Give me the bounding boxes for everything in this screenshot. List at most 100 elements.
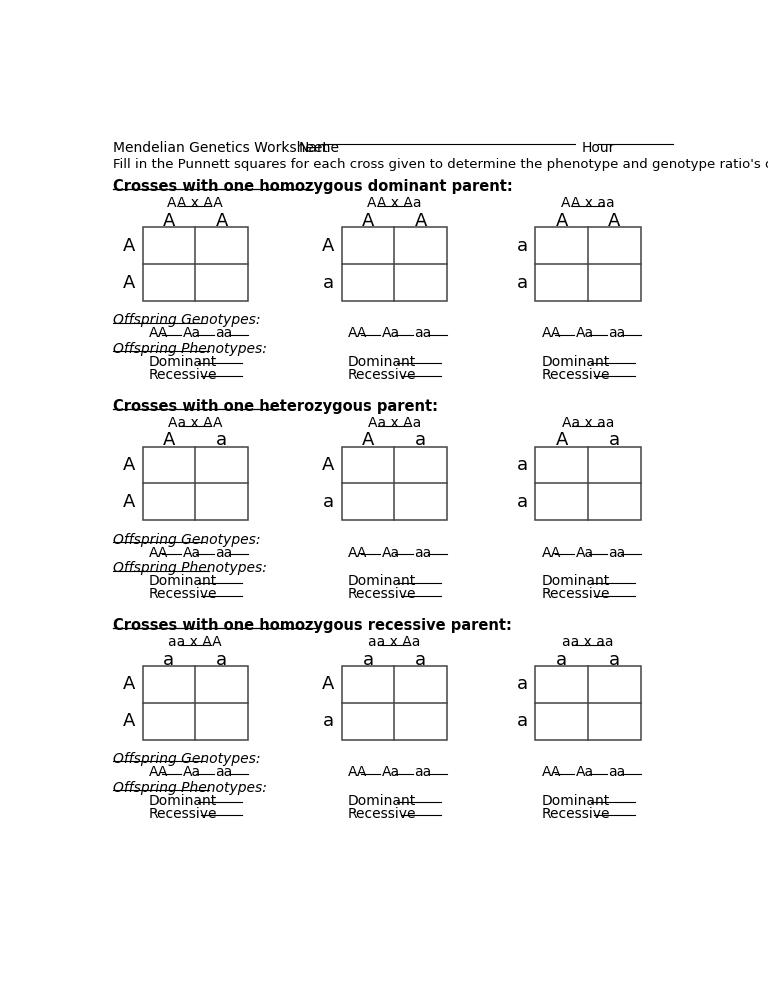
Text: AA: AA (348, 326, 367, 340)
Text: Aa: Aa (382, 765, 400, 779)
Text: Recessive: Recessive (348, 587, 416, 601)
Text: A: A (555, 212, 568, 230)
Text: aa x aa: aa x aa (562, 635, 614, 649)
Text: A: A (415, 212, 427, 230)
Text: Dominant: Dominant (541, 355, 610, 369)
Text: Recessive: Recessive (541, 807, 610, 821)
Text: a: a (216, 651, 227, 669)
Text: Crosses with one heterozygous parent:: Crosses with one heterozygous parent: (113, 399, 438, 414)
Text: Hour: Hour (581, 141, 614, 155)
Text: a: a (415, 431, 426, 449)
Text: Dominant: Dominant (541, 794, 610, 808)
Text: Offspring Genotypes:: Offspring Genotypes: (113, 313, 260, 327)
Text: Aa: Aa (382, 546, 400, 560)
Text: AA x AA: AA x AA (167, 196, 223, 211)
Text: a: a (517, 456, 528, 474)
Bar (535, 227, 641, 301)
Text: aa: aa (608, 765, 625, 779)
Text: A: A (122, 676, 134, 694)
Text: Recessive: Recessive (149, 807, 217, 821)
Bar (342, 446, 447, 521)
Text: A: A (163, 212, 175, 230)
Text: aa: aa (415, 326, 432, 340)
Text: Offspring Genotypes:: Offspring Genotypes: (113, 752, 260, 766)
Text: A: A (122, 493, 134, 511)
Text: a: a (323, 493, 334, 511)
Text: aa: aa (608, 326, 625, 340)
Text: Aa x aa: Aa x aa (562, 415, 614, 429)
Text: A: A (215, 212, 228, 230)
Text: a: a (216, 431, 227, 449)
Bar (143, 227, 248, 301)
Text: Offspring Phenotypes:: Offspring Phenotypes: (113, 342, 267, 356)
Text: a: a (415, 651, 426, 669)
Text: a: a (362, 651, 373, 669)
Bar (342, 666, 447, 740)
Bar (535, 666, 641, 740)
Text: Dominant: Dominant (149, 575, 217, 588)
Text: AA: AA (348, 546, 367, 560)
Text: AA: AA (541, 765, 561, 779)
Text: Dominant: Dominant (149, 794, 217, 808)
Text: Recessive: Recessive (541, 368, 610, 382)
Text: Dominant: Dominant (348, 355, 416, 369)
Text: Fill in the Punnett squares for each cross given to determine the phenotype and : Fill in the Punnett squares for each cro… (113, 158, 768, 171)
Text: AA: AA (541, 546, 561, 560)
Text: Dominant: Dominant (348, 575, 416, 588)
Text: aa: aa (215, 326, 233, 340)
Text: Aa: Aa (183, 765, 201, 779)
Text: aa: aa (608, 546, 625, 560)
Text: A: A (322, 676, 334, 694)
Bar (342, 227, 447, 301)
Text: AA: AA (149, 546, 168, 560)
Text: Name: Name (299, 141, 340, 155)
Text: a: a (164, 651, 174, 669)
Text: a: a (556, 651, 568, 669)
Text: a: a (517, 493, 528, 511)
Text: aa: aa (215, 765, 233, 779)
Text: Aa: Aa (576, 326, 594, 340)
Text: Dominant: Dominant (149, 355, 217, 369)
Text: A: A (122, 456, 134, 474)
Text: Dominant: Dominant (348, 794, 416, 808)
Text: a: a (517, 237, 528, 254)
Text: aa x AA: aa x AA (168, 635, 222, 649)
Text: Recessive: Recessive (541, 587, 610, 601)
Text: Aa: Aa (183, 546, 201, 560)
Text: A: A (122, 237, 134, 254)
Text: Dominant: Dominant (541, 575, 610, 588)
Text: aa x Aa: aa x Aa (368, 635, 421, 649)
Text: aa: aa (415, 765, 432, 779)
Text: A: A (122, 713, 134, 731)
Text: Recessive: Recessive (149, 368, 217, 382)
Text: AA: AA (348, 765, 367, 779)
Text: Aa x Aa: Aa x Aa (368, 415, 421, 429)
Text: a: a (517, 713, 528, 731)
Text: Aa: Aa (183, 326, 201, 340)
Text: A: A (322, 237, 334, 254)
Text: Aa x AA: Aa x AA (168, 415, 223, 429)
Text: Mendelian Genetics Worksheet: Mendelian Genetics Worksheet (113, 141, 328, 155)
Text: Aa: Aa (576, 546, 594, 560)
Text: aa: aa (215, 546, 233, 560)
Text: A: A (362, 431, 374, 449)
Text: Crosses with one homozygous dominant parent:: Crosses with one homozygous dominant par… (113, 179, 513, 195)
Text: a: a (609, 431, 620, 449)
Text: a: a (323, 273, 334, 291)
Text: AA: AA (541, 326, 561, 340)
Text: a: a (609, 651, 620, 669)
Text: Recessive: Recessive (149, 587, 217, 601)
Text: a: a (517, 676, 528, 694)
Text: Crosses with one homozygous recessive parent:: Crosses with one homozygous recessive pa… (113, 618, 512, 633)
Text: Recessive: Recessive (348, 807, 416, 821)
Text: A: A (322, 456, 334, 474)
Bar (143, 446, 248, 521)
Bar (143, 666, 248, 740)
Text: Aa: Aa (576, 765, 594, 779)
Text: AA x Aa: AA x Aa (367, 196, 422, 211)
Bar (535, 446, 641, 521)
Text: A: A (122, 273, 134, 291)
Text: A: A (608, 212, 621, 230)
Text: A: A (163, 431, 175, 449)
Text: aa: aa (415, 546, 432, 560)
